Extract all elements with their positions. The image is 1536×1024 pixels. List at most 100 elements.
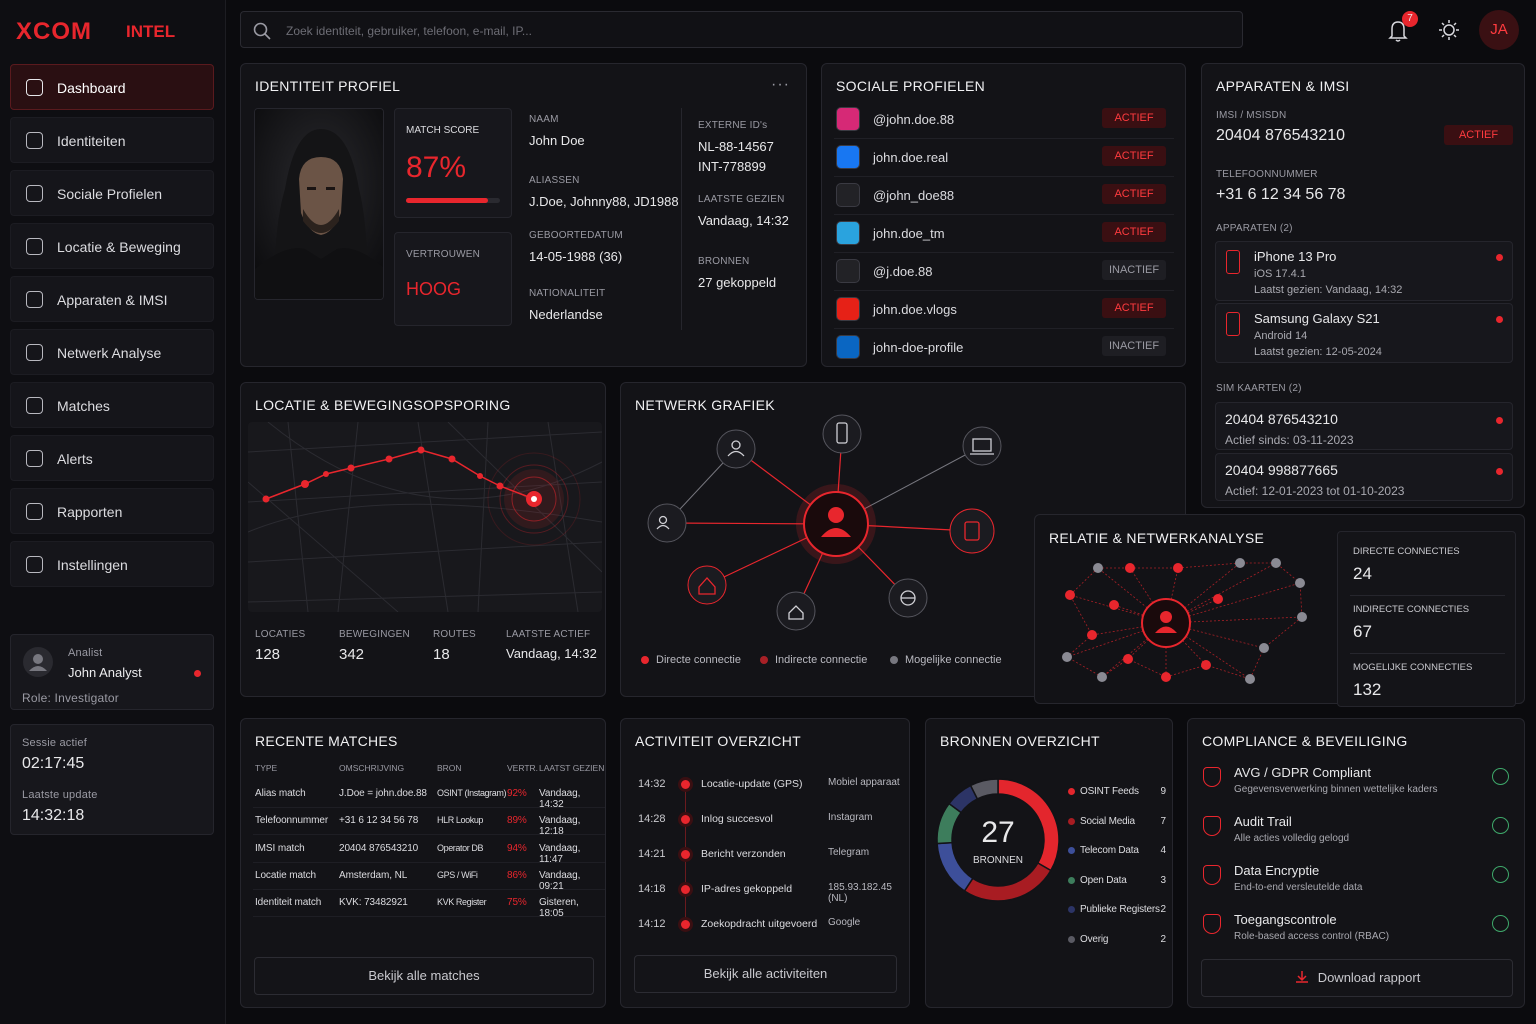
nav-item[interactable]: Apparaten & IMSI [10, 276, 214, 322]
compliance-icon [1203, 767, 1221, 787]
download-icon [1295, 971, 1308, 983]
graphic [248, 422, 602, 612]
nav-label: Matches [57, 398, 110, 414]
graphic [1235, 558, 1245, 568]
graphic [687, 565, 727, 605]
graphic [323, 471, 329, 477]
activity-source: Google [828, 917, 861, 928]
view-activity-button[interactable]: Bekijk alle activiteiten [634, 955, 897, 993]
activity-time: 14:32 [638, 778, 666, 790]
source-count: 2 [1160, 904, 1166, 915]
trust-label: VERTROUWEN [406, 249, 481, 260]
device-name: iPhone 13 Pro [1254, 249, 1337, 264]
nav-item[interactable]: Matches [10, 382, 214, 428]
compliance-icon [1203, 865, 1221, 885]
download-button[interactable]: Download rapport [1201, 959, 1513, 997]
compliance-title: AVG / GDPR Compliant [1234, 765, 1372, 780]
compliance-icon [1203, 816, 1221, 836]
nav-item[interactable]: Identiteiten [10, 117, 214, 163]
device-os: iOS 17.4.1 [1254, 268, 1306, 280]
more-menu[interactable]: ··· [771, 76, 790, 93]
graphic [547, 422, 579, 612]
field-label: EXTERNE ID's [698, 120, 768, 131]
panel-title: IDENTITEIT PROFIEL [255, 78, 401, 94]
panel-title: APPARATEN & IMSI [1216, 78, 1350, 94]
donut-segment [963, 861, 1052, 902]
graphic [287, 422, 309, 612]
nav-item[interactable]: Alerts [10, 435, 214, 481]
nav-item[interactable]: Locatie & Beweging [10, 223, 214, 269]
nav-label: Netwerk Analyse [57, 345, 162, 361]
nav-item[interactable]: Dashboard [10, 64, 214, 110]
table-cell: +31 6 12 34 56 78 [339, 815, 419, 827]
graphic [1109, 600, 1119, 610]
session-time: 02:17:45 [22, 755, 85, 772]
legend-dot [641, 656, 649, 664]
graphic [1213, 594, 1223, 604]
graphic [267, 422, 602, 500]
bell-icon[interactable] [1386, 18, 1412, 44]
table-cell: Vandaag, 12:18 [539, 815, 581, 838]
row-divider [253, 888, 605, 890]
user-avatar[interactable]: JA [1479, 10, 1519, 50]
table-cell: 75% [507, 897, 527, 909]
graphic [687, 508, 995, 605]
platform-icon [836, 183, 860, 207]
nav-label: Identiteiten [57, 133, 126, 149]
graphic [385, 455, 393, 463]
legend-dot [1068, 847, 1075, 854]
graphic [1439, 20, 1459, 40]
table-cell: 20404 876543210 [339, 842, 419, 854]
source-name: Overig [1080, 933, 1109, 945]
nav-item[interactable]: Instellingen [10, 541, 214, 587]
nav-item[interactable]: Rapporten [10, 488, 214, 534]
compliance-title: Toegangscontrole [1234, 912, 1337, 927]
nav-item[interactable]: Netwerk Analyse [10, 329, 214, 375]
stat-label: MOGELIJKE CONNECTIES [1353, 662, 1473, 673]
nav-item[interactable]: Sociale Profielen [10, 170, 214, 216]
graphic [1087, 630, 1097, 640]
panel-title: BRONNEN OVERZICHT [940, 733, 1100, 749]
graphic [1066, 562, 1303, 680]
stat-value: 67 [1353, 622, 1372, 641]
stat-label: LAATSTE ACTIEF [506, 629, 591, 640]
stat-value: 342 [339, 646, 365, 663]
field-label: LAATSTE GEZIEN [698, 194, 785, 205]
status-dot [1496, 468, 1503, 475]
score-bar [406, 198, 488, 203]
platform-icon [836, 335, 860, 359]
stat-value: 132 [1353, 680, 1382, 699]
device-os: Android 14 [1254, 330, 1308, 342]
search-icon [253, 22, 271, 40]
compliance-desc: Role-based access control (RBAC) [1234, 931, 1390, 942]
sources-total: 27 [981, 816, 1015, 849]
theme-icon[interactable] [1438, 19, 1460, 41]
table-cell: KVK Register [437, 897, 487, 908]
graphic [1093, 563, 1103, 573]
table-cell: Gisteren, 18:05 [539, 897, 579, 920]
graphic [1297, 612, 1307, 622]
stat-label: LOCATIES [255, 629, 306, 640]
row-divider [834, 176, 1174, 177]
nav-label: Sociale Profielen [57, 186, 163, 202]
table-cell: 94% [507, 842, 527, 854]
graphic [248, 422, 602, 612]
sim-card: 20404 998877665 Actief: 12-01-2023 tot 01… [1215, 453, 1513, 501]
social-handle: john-doe-profile [873, 340, 964, 355]
activity-dot [678, 882, 693, 897]
devices-panel: APPARATEN & IMSI IMSI / MSISDN 20404 876… [1201, 63, 1525, 508]
graphic [253, 22, 268, 37]
stat-label: BEWEGINGEN [339, 629, 410, 640]
graphic [1066, 562, 1303, 680]
field-label: GEBOORTEDATUM [529, 230, 623, 241]
social-handle: john.doe.vlogs [873, 302, 957, 317]
search-bar[interactable]: Zoek identiteit, gebruiker, telefoon, e-… [240, 11, 1243, 48]
graphic [255, 248, 383, 299]
stat-label: ROUTES [433, 629, 476, 640]
panel-title: LOCATIE & BEWEGINGSOPSPORING [255, 397, 511, 413]
table-cell: Vandaag, 14:32 [539, 788, 581, 810]
graphic [1062, 558, 1307, 684]
view-matches-button[interactable]: Bekijk alle matches [254, 957, 594, 995]
graphic [448, 455, 456, 463]
activity-dot [678, 847, 693, 862]
